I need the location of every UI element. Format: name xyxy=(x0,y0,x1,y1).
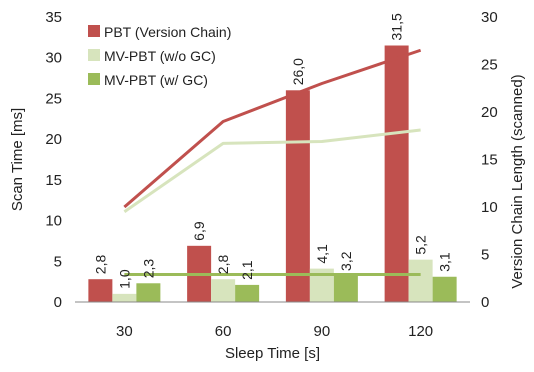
x-axis-title: Sleep Time [s] xyxy=(225,345,320,362)
legend-swatch xyxy=(88,25,100,37)
legend-label: PBT (Version Chain) xyxy=(104,24,231,40)
data-label: 5,2 xyxy=(413,235,429,255)
x-tick-label: 30 xyxy=(116,323,133,340)
y2-tick-label: 15 xyxy=(481,152,498,169)
y-tick-label: 35 xyxy=(45,9,62,26)
legend: PBT (Version Chain) MV-PBT (w/o GC) MV-PBT… xyxy=(88,24,231,88)
y-tick-label: 20 xyxy=(45,131,62,148)
y2-tick-label: 5 xyxy=(481,247,489,264)
data-label: 2,8 xyxy=(92,255,108,275)
y-axis-title: Scan Time [ms] xyxy=(9,108,26,211)
bar xyxy=(384,45,409,302)
x-tick-label: 60 xyxy=(215,323,232,340)
y2-tick-label: 25 xyxy=(481,57,498,74)
y-tick-label: 25 xyxy=(45,90,62,107)
bar xyxy=(211,279,236,302)
y2-tick-label: 10 xyxy=(481,199,498,216)
y-tick-label: 5 xyxy=(54,253,62,270)
y-tick-label: 15 xyxy=(45,172,62,189)
y2-tick-label: 30 xyxy=(481,9,498,26)
legend-swatch xyxy=(88,49,100,61)
bar xyxy=(408,259,433,302)
data-label: 4,1 xyxy=(314,244,330,264)
y-tick-label: 10 xyxy=(45,213,62,230)
lines xyxy=(123,48,422,276)
data-label: 2,3 xyxy=(140,259,156,279)
x-tick-label: 120 xyxy=(408,323,433,340)
bar xyxy=(112,293,137,302)
data-label: 31,5 xyxy=(389,13,405,40)
legend-label: MV-PBT (w/o GC) xyxy=(104,48,216,64)
bar xyxy=(432,276,457,302)
y2-axis-ticks: 0 5 10 15 20 25 30 xyxy=(481,9,498,311)
data-label: 26,0 xyxy=(290,58,306,85)
y2-tick-label: 20 xyxy=(481,104,498,121)
x-tick-label: 90 xyxy=(314,323,331,340)
bar xyxy=(235,284,260,302)
bar xyxy=(88,279,113,302)
data-label: 2,1 xyxy=(239,260,255,280)
data-label: 6,9 xyxy=(191,221,207,241)
data-label: 1,0 xyxy=(116,269,132,289)
y-tick-label: 30 xyxy=(45,50,62,67)
y-tick-label: 0 xyxy=(54,294,62,311)
bar xyxy=(136,283,161,302)
data-label: 3,1 xyxy=(437,252,453,272)
bar xyxy=(333,275,358,302)
data-labels: 2,8 6,9 26,0 31,5 1,0 2,8 4,1 5,2 2,3 2,1 3,2 3,1 xyxy=(92,13,452,289)
series-line xyxy=(123,128,421,213)
y-axis-ticks: 0 5 10 15 20 25 30 35 xyxy=(45,9,62,311)
x-axis-ticks: 30 60 90 120 xyxy=(116,323,433,340)
data-label: 3,2 xyxy=(338,251,354,271)
legend-label: MV-PBT (w/ GC) xyxy=(104,72,208,88)
data-label: 2,8 xyxy=(215,255,231,275)
series-line xyxy=(123,48,422,209)
y2-tick-label: 0 xyxy=(481,294,489,311)
y2-axis-title: Version Chain Length (scanned) xyxy=(509,74,526,288)
legend-swatch xyxy=(88,73,100,85)
bar xyxy=(285,90,310,303)
